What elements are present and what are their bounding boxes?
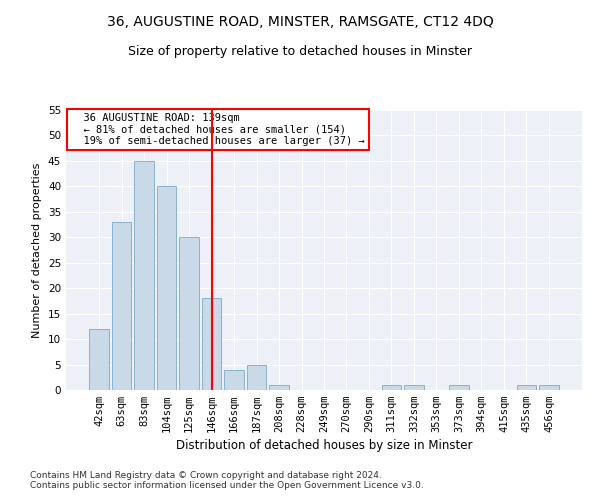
- Bar: [382, 385, 401, 390]
- Bar: [224, 370, 244, 390]
- Bar: [517, 385, 536, 390]
- Text: Size of property relative to detached houses in Minster: Size of property relative to detached ho…: [128, 45, 472, 58]
- Bar: [449, 385, 469, 390]
- Y-axis label: Number of detached properties: Number of detached properties: [32, 162, 43, 338]
- Text: 36 AUGUSTINE ROAD: 139sqm
  ← 81% of detached houses are smaller (154)
  19% of : 36 AUGUSTINE ROAD: 139sqm ← 81% of detac…: [71, 113, 365, 146]
- Bar: [134, 161, 154, 390]
- Bar: [112, 222, 131, 390]
- Bar: [404, 385, 424, 390]
- Text: Contains HM Land Registry data © Crown copyright and database right 2024.
Contai: Contains HM Land Registry data © Crown c…: [30, 470, 424, 490]
- Bar: [269, 385, 289, 390]
- Bar: [179, 238, 199, 390]
- Bar: [89, 329, 109, 390]
- Text: 36, AUGUSTINE ROAD, MINSTER, RAMSGATE, CT12 4DQ: 36, AUGUSTINE ROAD, MINSTER, RAMSGATE, C…: [107, 15, 493, 29]
- Bar: [157, 186, 176, 390]
- Bar: [247, 364, 266, 390]
- Bar: [202, 298, 221, 390]
- X-axis label: Distribution of detached houses by size in Minster: Distribution of detached houses by size …: [176, 440, 472, 452]
- Bar: [539, 385, 559, 390]
